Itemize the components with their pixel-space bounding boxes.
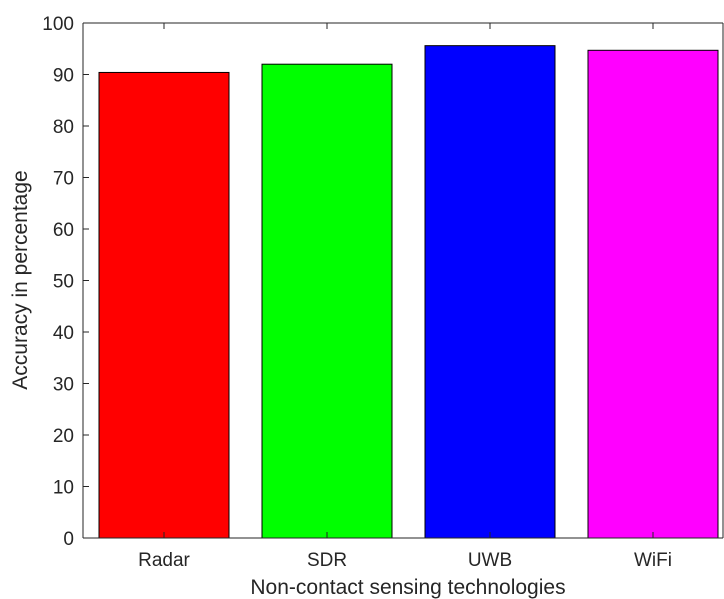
y-tick-label: 60 [53,220,74,241]
bar-radar [98,71,230,539]
y-tick-label: 20 [53,426,74,447]
y-tick-label: 40 [53,323,74,344]
bar-sdr [261,63,393,539]
x-tick-label: WiFi [634,550,672,571]
y-tick-label: 30 [53,375,74,396]
bars-layer [98,45,719,539]
y-tick-label: 100 [42,14,74,35]
ticks-layer: Radar SDR UWB WiFi 0 10 20 30 40 50 60 70 80 90 100 [42,14,672,571]
bar-wifi [587,49,719,539]
x-tick-label: UWB [468,550,512,571]
y-axis-title: Accuracy in percentage [9,170,32,389]
y-tick-label: 80 [53,117,74,138]
y-tick-label: 70 [53,169,74,190]
x-axis-title: Non-contact sensing technologies [250,576,565,599]
y-tick-label: 10 [53,478,74,499]
bar-uwb [424,45,556,539]
y-tick-label: 0 [63,529,74,550]
y-tick-label: 90 [53,66,74,87]
x-tick-label: Radar [138,550,190,571]
x-tick-label: SDR [307,550,347,571]
y-tick-label: 50 [53,272,74,293]
